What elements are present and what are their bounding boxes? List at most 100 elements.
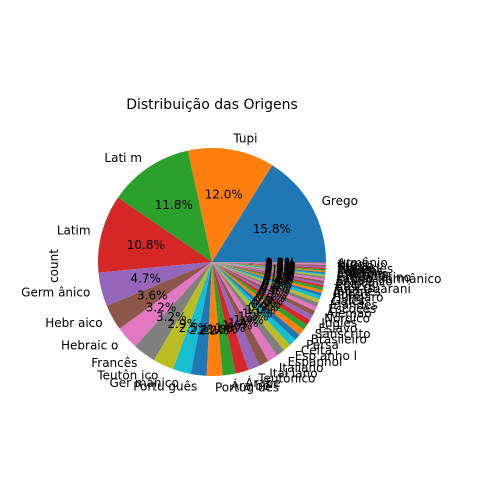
- slice-category-label: Italiano: [279, 361, 324, 375]
- pie-slice: [212, 262, 285, 356]
- percent-labels: 15.8%12.0%11.8%10.8%4.7%3.6%3.2%3.2%2.9%…: [127, 188, 296, 338]
- pie-slice: [212, 262, 324, 291]
- slice-percent-label: 0.3%: [264, 267, 295, 281]
- slice-percent-label: 3.2%: [156, 310, 187, 324]
- slice-percent-label: 0.3%: [264, 266, 295, 280]
- category-labels: Grego Tupi Lati m Latim Germ ânico Hebr aico H…: [21, 131, 441, 394]
- slice-category-label: Latim: [57, 224, 91, 238]
- pie-slice: [212, 262, 300, 340]
- pie-slice: [135, 262, 212, 361]
- slice-category-label: Escocês: [328, 302, 376, 316]
- slice-category-label: Chinês: [337, 266, 378, 280]
- pie-slice: [206, 262, 223, 377]
- slice-percent-label: 0.5%: [262, 276, 293, 290]
- slice-category-label: Hebraic o: [61, 339, 118, 353]
- pie-slice: [212, 262, 296, 345]
- slice-percent-label: 3.2%: [146, 301, 177, 315]
- pie-slice: [212, 262, 311, 325]
- slice-category-label: Latino-germânico: [336, 272, 441, 286]
- slice-percent-label: 0.9%: [248, 300, 279, 314]
- slice-category-label: Armênio: [337, 256, 387, 270]
- slice-percent-label: 1.6%: [222, 319, 253, 333]
- pie-slice: [173, 262, 212, 374]
- slice-percent-label: 0.8%: [255, 291, 286, 305]
- pie-slice: [212, 262, 291, 351]
- y-axis-label: count: [47, 249, 61, 283]
- slice-percent-label: 0.2%: [265, 258, 296, 272]
- slice-category-label: Hindu: [337, 257, 372, 271]
- pie-slice: [212, 262, 326, 264]
- slice-percent-label: 0.7%: [256, 288, 287, 302]
- pie-slice: [212, 262, 326, 268]
- slice-percent-label: 0.2%: [265, 262, 296, 276]
- slice-category-label: Grego-latino: [337, 270, 412, 284]
- slice-percent-label: 3.6%: [137, 288, 168, 302]
- slice-percent-label: 2.9%: [168, 317, 199, 331]
- pie-slice: [97, 197, 212, 273]
- slice-percent-label: 0.2%: [265, 263, 296, 277]
- slice-category-label: Galês: [331, 294, 365, 308]
- slice-category-label: Húngaro: [332, 291, 383, 305]
- pie-slice: [212, 262, 326, 273]
- pie-slice: [212, 262, 325, 286]
- slice-percent-label: 1.4%: [228, 316, 259, 330]
- slice-category-label: Japonês: [333, 285, 381, 299]
- pie-slice: [190, 262, 212, 376]
- pie-slice: [212, 262, 326, 271]
- slice-percent-label: 0.2%: [265, 255, 296, 269]
- slice-percent-label: 2.5%: [179, 321, 210, 335]
- pie-slice: [212, 262, 317, 311]
- slice-category-label: Holandês: [337, 262, 393, 276]
- pie-slice: [212, 262, 260, 371]
- slice-category-label: Hebr aico: [45, 316, 102, 330]
- slice-percent-label: 1.1%: [242, 306, 273, 320]
- pie-slice: [212, 262, 326, 277]
- pie-slice: [98, 262, 212, 306]
- slice-category-label: Tupi: [232, 131, 257, 145]
- slice-category-label: Germ ânico: [21, 285, 90, 299]
- slice-category-label: Esp anho l: [295, 349, 357, 363]
- slice-percent-label: 0.2%: [265, 257, 296, 271]
- pie-slice: [212, 165, 326, 262]
- slice-category-label: Portug uês: [215, 380, 279, 394]
- slice-percent-label: 0.2%: [265, 260, 296, 274]
- slice-percent-label: 0.2%: [265, 261, 296, 275]
- pie-slice: [212, 262, 315, 316]
- slice-category-label: Sueco: [337, 259, 374, 273]
- pie-slices: [97, 148, 326, 377]
- pie-slice: [212, 262, 323, 294]
- chart-title: Distribuição das Origens: [126, 97, 298, 113]
- slice-category-label: Basco: [335, 279, 371, 293]
- slice-category-label: Indígena: [337, 267, 389, 281]
- slice-percent-label: 12.0%: [205, 188, 243, 202]
- slice-category-label: Egípcio: [336, 277, 379, 291]
- slice-percent-label: 1.2%: [238, 310, 269, 324]
- slice-percent-label: 2.2%: [189, 323, 220, 337]
- pie-slice: [212, 262, 269, 366]
- pie-slice: [212, 262, 326, 274]
- slice-category-label: Ital iano: [269, 367, 317, 381]
- slice-category-label: Lati m: [104, 151, 142, 165]
- slice-percent-label: 11.8%: [155, 198, 193, 212]
- slice-category-label: Polonês: [337, 264, 383, 278]
- slice-category-label: Africano: [337, 269, 386, 283]
- slice-percent-label: 0.2%: [265, 262, 296, 276]
- pie-slice: [187, 148, 273, 262]
- slice-category-label: Teutônico: [257, 372, 315, 386]
- slice-category-label: Inglês: [321, 316, 357, 330]
- pie-slice: [212, 262, 236, 376]
- slice-category-label: Grego: [322, 194, 358, 208]
- pie-slice: [212, 262, 319, 307]
- pie-slice: [212, 262, 326, 270]
- slice-category-label: Ára be: [231, 378, 270, 393]
- slice-category-label: Árabe: [245, 375, 281, 390]
- slice-category-label: Russo: [333, 288, 368, 302]
- pie-slice: [212, 262, 308, 330]
- pie-slice: [212, 262, 326, 279]
- slice-category-label: Francês: [91, 356, 137, 370]
- slice-category-label: Irlandês: [330, 298, 378, 312]
- slice-percent-label: 0.6%: [260, 281, 291, 295]
- slice-category-label: Ger mânico: [109, 376, 178, 390]
- slice-percent-label: 10.8%: [127, 238, 165, 252]
